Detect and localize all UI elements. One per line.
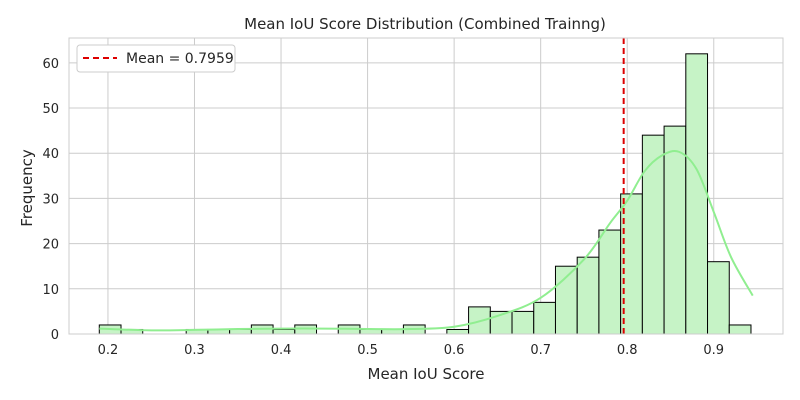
y-tick-label: 40	[42, 147, 59, 162]
histogram-bar	[446, 328, 470, 335]
y-tick-labels: 0 10 20 30 40 50 60	[42, 57, 59, 343]
x-tick-label: 0.8	[617, 343, 638, 358]
x-tick-label: 0.9	[703, 343, 724, 358]
histogram-bar	[359, 328, 383, 335]
y-tick-label: 60	[42, 57, 59, 72]
histogram-bar	[533, 301, 556, 335]
x-tick-label: 0.7	[530, 343, 551, 358]
histogram-bar	[707, 261, 730, 335]
chart-title: Mean IoU Score Distribution (Combined Tr…	[244, 15, 606, 33]
x-tick-label: 0.4	[271, 343, 292, 358]
legend-box	[76, 44, 236, 73]
x-tick-labels: 0.2 0.3 0.4 0.5 0.6 0.7 0.8 0.9	[98, 343, 725, 358]
histogram-bar	[685, 53, 709, 335]
x-axis-label: Mean IoU Score	[368, 365, 485, 383]
histogram-bar	[511, 310, 535, 335]
histogram-bar	[641, 134, 665, 335]
histogram-bar	[728, 324, 752, 335]
x-tick-label: 0.5	[357, 343, 378, 358]
y-tick-label: 20	[42, 238, 59, 253]
y-tick-label: 50	[42, 102, 59, 117]
y-tick-label: 0	[51, 328, 59, 343]
x-tick-label: 0.2	[98, 343, 119, 358]
x-tick-label: 0.3	[184, 343, 205, 358]
histogram-bar	[598, 229, 622, 335]
y-tick-label: 10	[42, 283, 59, 298]
legend-mean-label: Mean = 0.7959	[126, 51, 234, 67]
x-tick-label: 0.6	[444, 343, 465, 358]
histogram-bar	[229, 328, 252, 335]
axes-frame	[68, 37, 784, 335]
histogram-bar	[576, 256, 600, 335]
histogram-bar	[272, 328, 296, 335]
y-axis-label: Frequency	[18, 149, 36, 227]
histogram-bars	[98, 53, 752, 335]
kde-curve	[99, 150, 754, 332]
legend: Mean = 0.7959	[76, 44, 236, 73]
histogram-bar	[663, 125, 687, 335]
y-tick-label: 30	[42, 192, 59, 207]
